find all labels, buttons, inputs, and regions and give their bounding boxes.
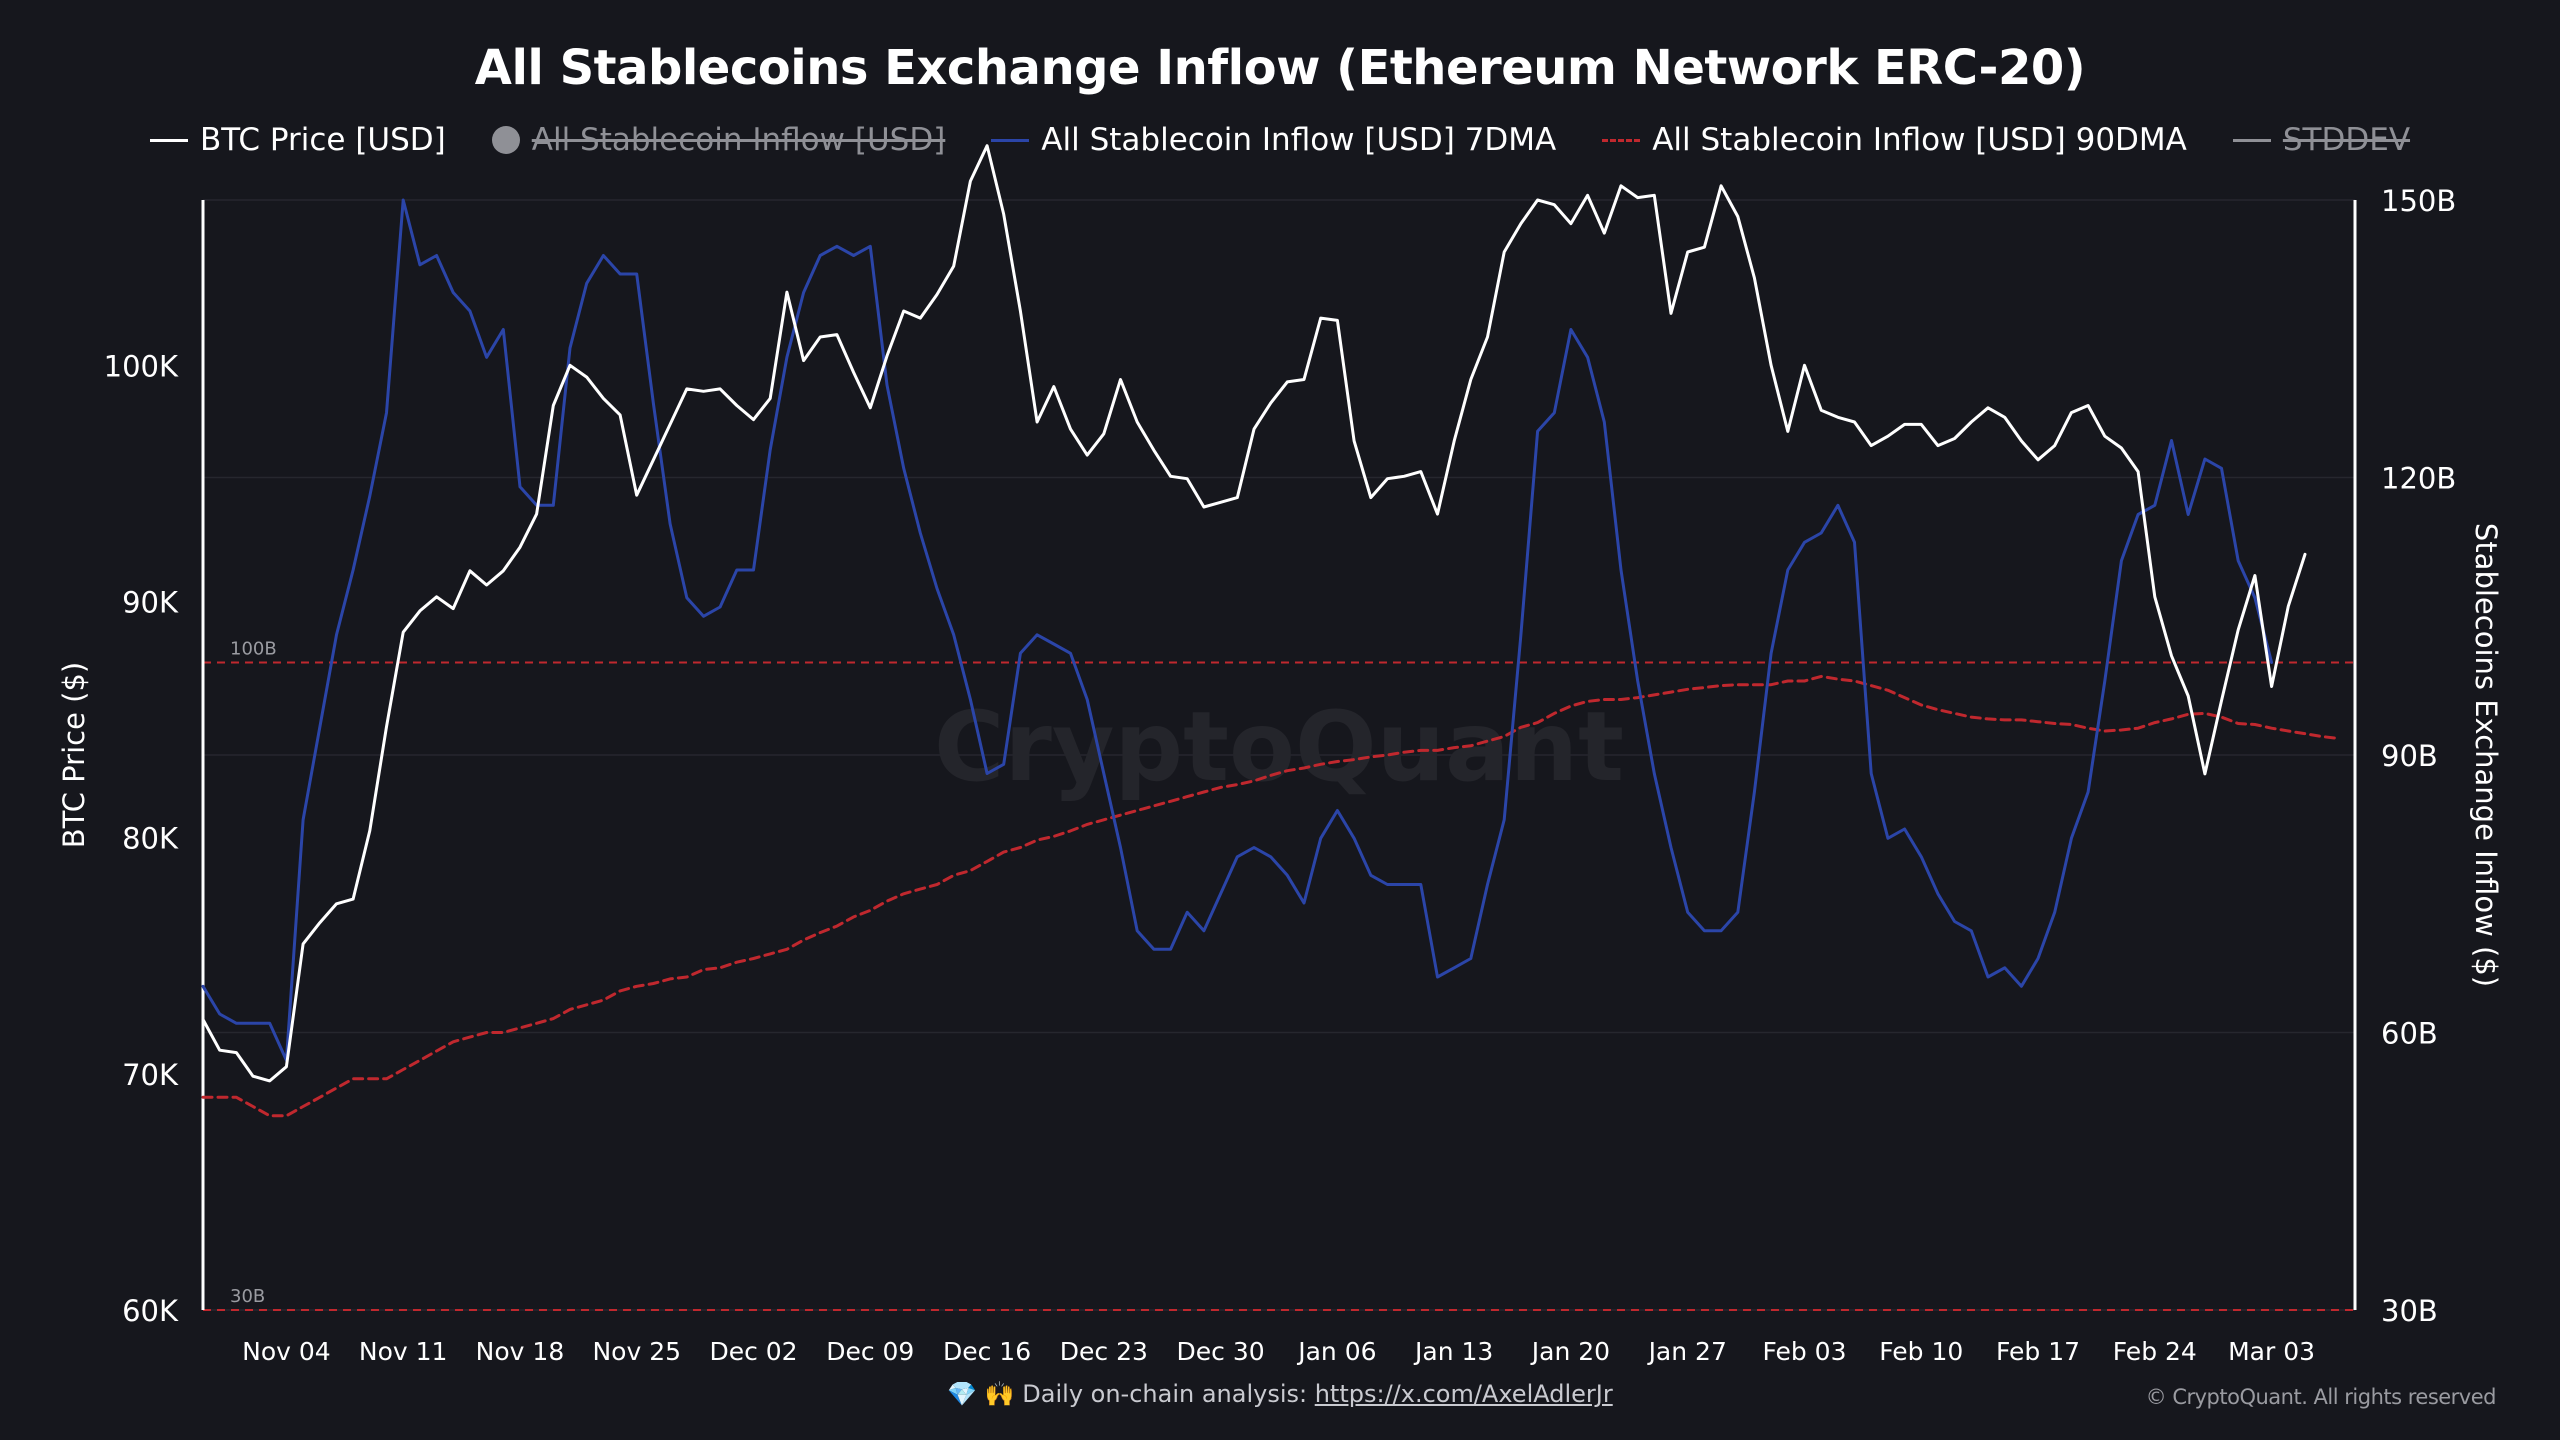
left-tick-label: 70K [122, 1058, 179, 1092]
legend-item-3[interactable]: All Stablecoin Inflow [USD] 90DMA [1602, 122, 2187, 158]
footer-analysis: 💎 🙌 Daily on-chain analysis: https://x.c… [0, 1380, 2560, 1408]
x-tick-label: Feb 17 [1996, 1337, 2080, 1366]
chart-title: All Stablecoins Exchange Inflow (Ethereu… [474, 40, 2086, 96]
x-tick-label: Jan 13 [1413, 1337, 1493, 1366]
legend-swatch [149, 138, 188, 142]
legend-label: STDDEV [2282, 122, 2411, 158]
legend-item-2[interactable]: All Stablecoin Inflow [USD] 7DMA [991, 122, 1556, 158]
legend-swatch [1602, 138, 1641, 142]
x-tick-label: Nov 04 [242, 1337, 331, 1366]
x-tick-label: Jan 27 [1647, 1337, 1727, 1366]
x-tick-label: Dec 16 [943, 1337, 1031, 1366]
footer-analysis-text: 💎 🙌 Daily on-chain analysis: [947, 1380, 1315, 1408]
left-axis-title: BTC Price ($) [57, 662, 91, 848]
x-tick-label: Dec 30 [1177, 1337, 1265, 1366]
chart-svg: CryptoQuant 100B 30B 60K 70K 80K 90K 100K 30B 60B… [57, 144, 2503, 1366]
left-tick-label: 60K [122, 1294, 179, 1328]
legend-label: All Stablecoin Inflow [USD] 90DMA [1652, 122, 2187, 158]
right-tick-label: 150B [2381, 184, 2456, 218]
copyright-notice: © CryptoQuant. All rights reserved [2145, 1385, 2497, 1409]
x-tick-label: Dec 02 [709, 1337, 797, 1366]
legend-item-1[interactable]: All Stablecoin Inflow [USD] [491, 122, 946, 158]
legend-label: BTC Price [USD] [199, 122, 446, 158]
x-tick-label: Feb 03 [1762, 1337, 1846, 1366]
legend-item-0[interactable]: BTC Price [USD] [149, 122, 446, 158]
right-tick-label: 60B [2381, 1017, 2438, 1051]
x-tick-label: Jan 06 [1296, 1337, 1376, 1366]
x-tick-label: Feb 24 [2113, 1337, 2197, 1366]
right-tick-label: 90B [2381, 739, 2438, 773]
series-line-all-stablecoin-inflow-usd-90dma [201, 674, 2340, 1118]
right-axis-title: Stablecoins Exchange Inflow ($) [2469, 523, 2503, 987]
x-tick-label: Mar 03 [2228, 1337, 2315, 1366]
x-tick-label: Nov 18 [476, 1337, 565, 1366]
legend-item-4[interactable]: STDDEV [2232, 122, 2411, 158]
reference-line-label: 30B [230, 1286, 265, 1307]
legend-label: All Stablecoin Inflow [USD] [531, 122, 946, 158]
footer-analysis-link[interactable]: https://x.com/AxelAdlerJr [1314, 1380, 1613, 1408]
legend-label: All Stablecoin Inflow [USD] 7DMA [1041, 122, 1557, 158]
reference-line-label: 100B [230, 639, 277, 660]
right-tick-label: 120B [2381, 462, 2456, 496]
series-line-all-stablecoin-inflow-usd-7dma [201, 198, 2274, 1062]
x-tick-label: Nov 25 [592, 1337, 681, 1366]
x-tick-label: Nov 11 [359, 1337, 448, 1366]
x-tick-label: Jan 20 [1530, 1337, 1610, 1366]
legend-swatch [2232, 138, 2271, 142]
x-tick-label: Dec 09 [826, 1337, 914, 1366]
left-tick-label: 90K [122, 585, 179, 619]
x-tick-label: Dec 23 [1060, 1337, 1148, 1366]
chart-legend: BTC Price [USD] All Stablecoin Inflow [US… [0, 122, 2560, 158]
left-tick-label: 80K [122, 822, 179, 856]
left-tick-label: 100K [104, 349, 179, 383]
right-tick-label: 30B [2381, 1294, 2438, 1328]
x-tick-label: Feb 10 [1879, 1337, 1963, 1366]
legend-swatch [491, 126, 520, 154]
legend-swatch [991, 138, 1030, 142]
series-line-btc-price-usd [201, 144, 2307, 1083]
watermark: CryptoQuant [934, 691, 1624, 803]
